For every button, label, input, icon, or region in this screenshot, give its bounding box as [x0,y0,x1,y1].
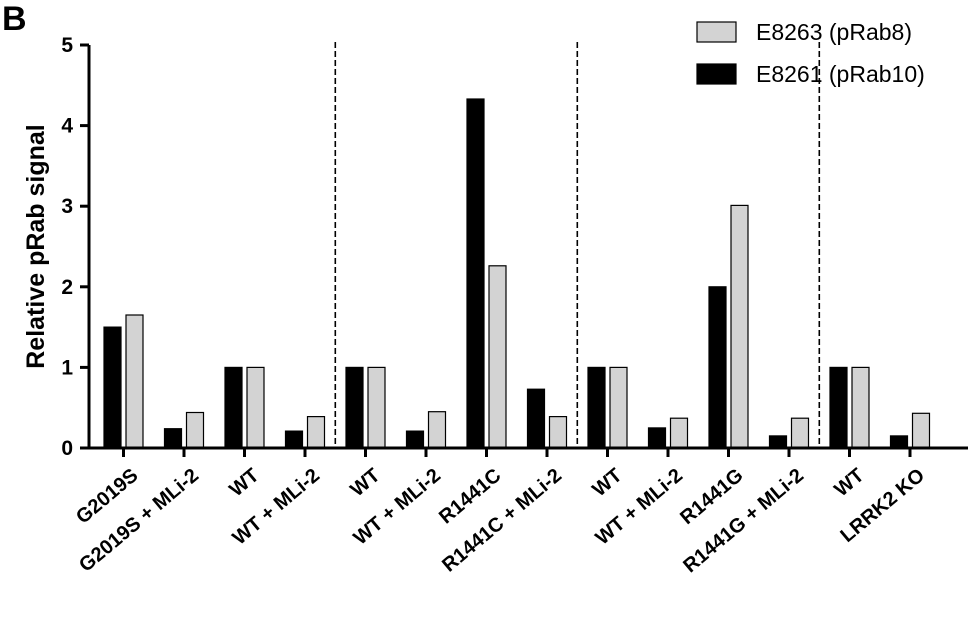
bar-prab10-5 [405,430,425,449]
y-axis-title: Relative pRab signal [22,124,50,369]
bar-prab10-8 [587,366,606,449]
bar-prab8-7 [548,416,568,449]
bars-group [103,98,931,449]
group-separators [334,42,821,448]
legend-label-1: E8261 (pRab10) [756,61,925,87]
bar-prab10-6 [466,98,485,449]
bar-prab10-7 [526,388,546,449]
bar-prab8-11 [790,417,810,449]
bar-prab10-2 [224,366,243,449]
bar-prab10-11 [768,435,788,449]
bar-prab8-2 [246,366,265,449]
legend-swatch-1 [696,63,737,85]
x-category-label-8: WT [588,464,626,501]
bar-prab8-10 [730,204,749,449]
y-tick-label-4: 4 [61,115,73,138]
legend-label-0: E8263 (pRab8) [756,19,912,45]
y-tick-label-0: 0 [61,437,73,460]
panel-label: B [2,0,27,38]
bar-prab8-0 [125,314,144,449]
bar-prab8-1 [185,411,205,449]
bar-prab8-9 [669,417,689,449]
bar-prab10-1 [163,428,183,449]
bar-prab10-9 [647,427,667,449]
y-tick-label-2: 2 [61,276,73,299]
bar-prab8-6 [488,265,507,449]
bar-prab8-13 [911,412,931,449]
y-tick-label-1: 1 [61,356,73,379]
bar-prab8-3 [306,416,326,449]
x-category-label-12: WT [830,464,868,501]
bar-prab10-10 [708,286,727,449]
bar-prab10-0 [103,326,122,449]
bar-prab10-12 [829,366,848,449]
legend-swatch-0 [696,21,737,43]
bar-prab8-4 [367,366,386,449]
y-axis: 0 1 2 3 4 5 [61,34,91,460]
bar-prab10-4 [345,366,364,449]
bar-prab8-8 [609,366,628,449]
bar-prab8-12 [851,366,870,449]
x-category-label-2: WT [225,464,263,501]
x-category-label-4: WT [346,464,384,501]
legend: E8263 (pRab8) E8261 (pRab10) [696,19,925,87]
y-tick-label-3: 3 [61,195,73,218]
bar-prab8-5 [427,411,447,449]
bar-prab10-3 [284,430,304,449]
bar-prab10-13 [889,435,909,449]
y-tick-label-5: 5 [61,34,73,57]
